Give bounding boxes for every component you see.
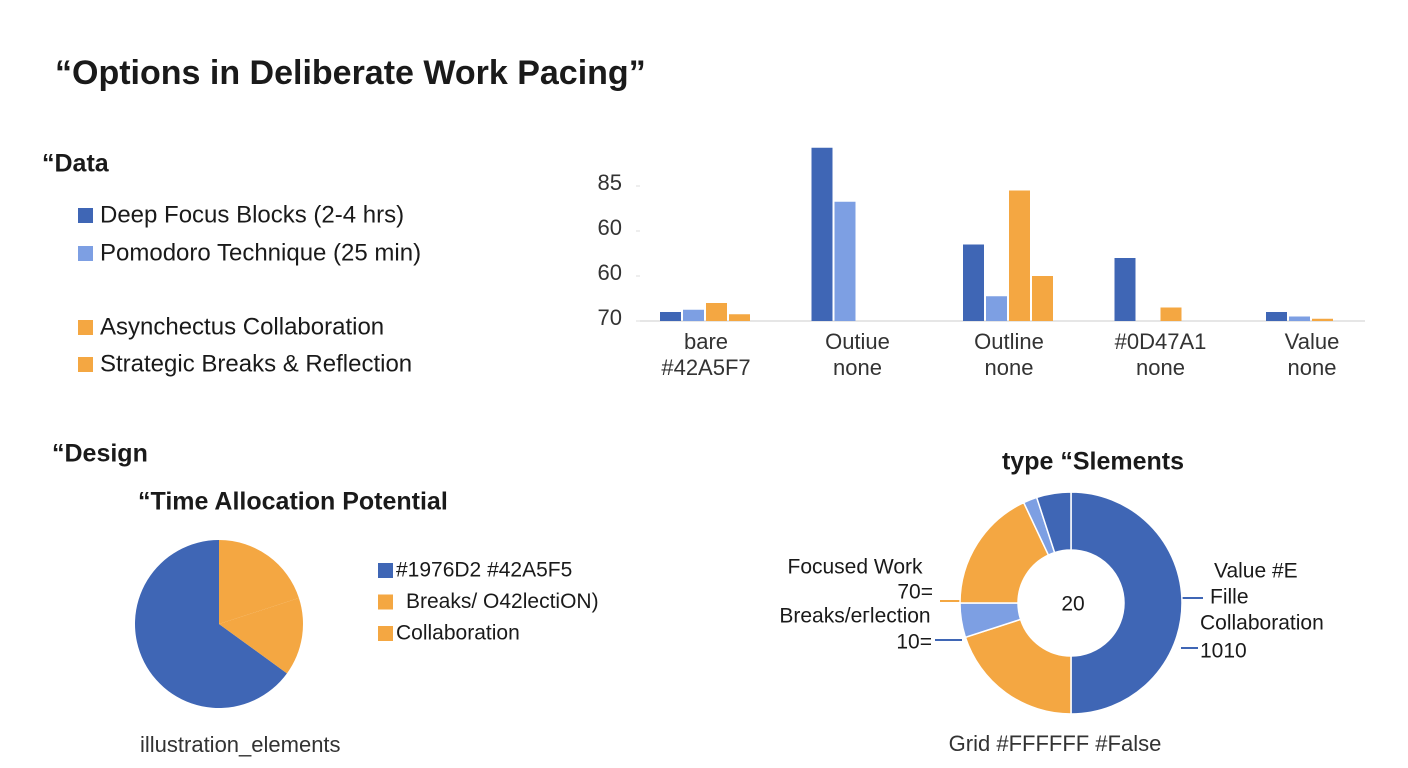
x-tick-label: none [833,355,882,380]
legend-label: Pomodoro Technique (25 min) [100,239,421,266]
bar [1266,312,1287,321]
x-tick-label: none [985,355,1034,380]
x-tick-label: #0D47A1 [1115,329,1207,354]
annotation: 1010 [1200,640,1247,663]
slice [219,540,299,624]
x-tick-label: Outline [974,329,1044,354]
x-tick-label: none [1136,355,1185,380]
section-heading: “Design [52,440,148,468]
legend-label: Breaks/ O42lectiON) [406,590,599,613]
section-heading: “Data [42,150,110,178]
pie-caption: illustration_elements [140,732,341,757]
slice [1070,491,1183,715]
legend-label: Strategic Breaks & Reflection [100,350,412,377]
page-title: “Options in Deliberate Work Pacing” [55,54,646,92]
annotation: Breaks/eгlection [779,605,930,628]
pie-title: “Time Allocation Potential [138,488,448,516]
bar [1289,316,1310,321]
bar [1009,190,1030,321]
legend-swatch [378,563,393,578]
bar [706,303,727,321]
legend-swatch [378,594,393,610]
legend-swatch [78,320,93,335]
legend-label: #1976D2 #42A5F5 [396,559,572,582]
legend-swatch [78,357,93,372]
legend-label: Collaboration [396,622,520,645]
legend-label: Deep Focus Blocks (2-4 hrs) [100,201,404,228]
center-label: 20 [1061,593,1084,616]
annotation: 70= [897,581,933,604]
y-tick-label: 85 [598,170,622,195]
x-tick-label: Value [1285,329,1340,354]
y-tick-label: 70 [598,305,622,330]
slice [964,618,1072,715]
slice [134,540,287,709]
donut-title: type “Slements [1002,448,1184,476]
annotation: Focused Work [788,556,923,579]
annotation: 10= [896,631,932,654]
legend-label: Asynchectus Collaboration [100,313,384,340]
donut-caption: Grid #FFFFFF #False [949,731,1162,756]
y-tick-label: 60 [598,260,622,285]
bar [1312,318,1333,321]
bar [1114,258,1136,321]
bar [1032,276,1053,321]
legend-swatch [78,208,93,223]
bar [963,244,984,321]
bar [986,296,1007,321]
slice [219,598,303,674]
legend-swatch [378,626,393,641]
bar [1160,307,1182,321]
bar [834,201,856,321]
donut-leaders [935,597,1203,649]
annotation: Fille [1210,586,1249,609]
bar [683,309,704,321]
slice [1035,491,1072,554]
slice [959,501,1050,604]
x-tick-label: none [1288,355,1337,380]
bar [729,314,750,321]
annotation: Value #E [1214,560,1298,583]
x-tick-label: bare [684,329,728,354]
y-tick-label: 60 [598,215,622,240]
x-tick-label: Outiue [825,329,890,354]
bar [811,147,833,321]
annotation: Collaboration [1200,612,1324,635]
bar [660,312,681,321]
x-tick-label: #42A5F7 [661,355,750,380]
legend-swatch [78,246,93,261]
